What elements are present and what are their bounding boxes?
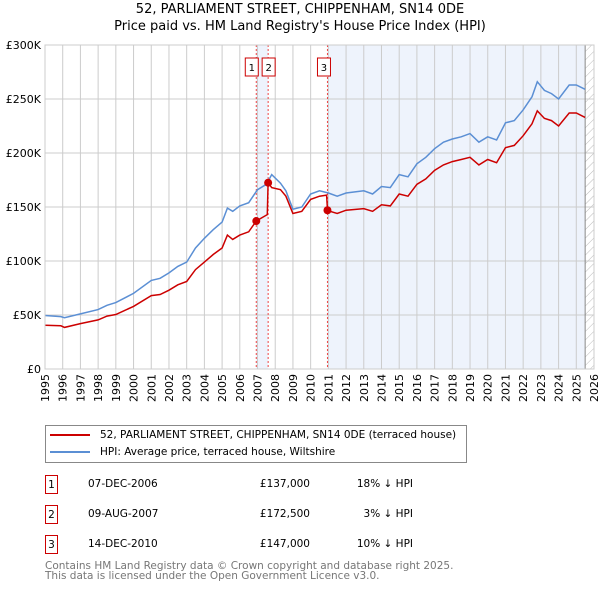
x-tick-label: 2015	[393, 374, 406, 402]
plot-border	[44, 44, 595, 370]
x-tick-label: 1996	[57, 374, 70, 402]
transaction-hpi-diff: 18% ↓ HPI	[356, 478, 413, 490]
x-tick-label: 2021	[499, 374, 512, 402]
legend-label: HPI: Average price, terraced house, Wilt…	[100, 446, 336, 458]
x-tick-label: 2026	[588, 374, 600, 402]
sale-badge-label: 2	[265, 63, 271, 74]
x-tick-label: 2008	[269, 374, 282, 402]
x-tick-label: 2004	[198, 374, 211, 402]
legend-item-hpi: HPI: Average price, terraced house, Wilt…	[50, 444, 335, 460]
sale-badge	[244, 57, 259, 77]
transaction-hpi-diff: 10% ↓ HPI	[356, 538, 413, 550]
footer-line-2: This data is licensed under the Open Gov…	[45, 570, 380, 582]
x-tick-label: 1998	[92, 374, 105, 402]
sale-badge-label: 1	[249, 63, 255, 74]
x-tick-label: 2024	[553, 374, 566, 402]
transaction-badge: 2	[45, 505, 58, 524]
x-tick-label: 1997	[74, 374, 87, 402]
transaction-date: 07-DEC-2006	[88, 478, 158, 490]
sale-badge	[316, 57, 331, 77]
x-tick-label: 2007	[252, 374, 265, 402]
transaction-price: £137,000	[259, 478, 310, 490]
price-chart: 1995 1996 1997 1998 1999 2000 2001 2002 2003 2004…	[6, 39, 600, 402]
transaction-price: £147,000	[259, 538, 310, 550]
transaction-badge: 1	[45, 475, 58, 494]
sale-point	[323, 206, 332, 215]
y-tick-label: £100K	[6, 255, 42, 268]
legend-line-red	[50, 434, 90, 436]
x-tick-label: 2016	[411, 374, 424, 402]
transaction-row: 2 09-AUG-2007 £172,500 3% ↓ HPI	[45, 505, 465, 525]
x-tick-label: 2013	[358, 374, 371, 402]
transaction-date: 09-AUG-2007	[88, 508, 159, 520]
chart-subtitle: Price paid vs. HM Land Registry's House …	[114, 19, 486, 34]
x-tick-label: 2023	[535, 374, 548, 402]
x-tick-label: 2020	[482, 374, 495, 402]
sale-badge-label: 3	[321, 63, 327, 74]
y-tick-label: £200K	[6, 147, 42, 160]
x-tick-label: 2000	[128, 374, 141, 402]
transaction-hpi-diff: 3% ↓ HPI	[363, 508, 413, 520]
x-tick-label: 2011	[322, 374, 335, 402]
y-tick-label: £300K	[6, 39, 42, 52]
legend-item-property: 52, PARLIAMENT STREET, CHIPPENHAM, SN14 …	[50, 427, 456, 443]
x-tick-label: 1999	[110, 374, 123, 402]
transaction-row: 1 07-DEC-2006 £137,000 18% ↓ HPI	[45, 475, 465, 495]
chart-title: 52, PARLIAMENT STREET, CHIPPENHAM, SN14 …	[135, 2, 465, 17]
x-tick-label: 2017	[429, 374, 442, 402]
legend-line-blue	[50, 451, 90, 453]
transaction-price: £172,500	[259, 508, 310, 520]
x-tick-label: 1995	[39, 374, 52, 402]
x-tick-label: 2009	[287, 374, 300, 402]
x-tick-label: 2019	[464, 374, 477, 402]
y-tick-label: £150K	[6, 201, 42, 214]
sale-point	[264, 178, 273, 187]
x-tick-label: 2014	[375, 374, 388, 402]
sale-point	[252, 217, 261, 226]
legend-label: 52, PARLIAMENT STREET, CHIPPENHAM, SN14 …	[100, 429, 457, 441]
y-tick-label: £50K	[13, 309, 42, 322]
x-tick-label: 2001	[145, 374, 158, 402]
x-tick-label: 2005	[216, 374, 229, 402]
footer-line-1: Contains HM Land Registry data © Crown c…	[45, 560, 454, 572]
transaction-row: 3 14-DEC-2010 £147,000 10% ↓ HPI	[45, 535, 465, 555]
hpi-series-line	[44, 80, 586, 319]
sale-badge	[261, 57, 276, 77]
x-tick-label: 2010	[305, 374, 318, 402]
transaction-badge: 3	[45, 535, 58, 554]
y-tick-label: £0	[27, 363, 41, 376]
transaction-date: 14-DEC-2010	[88, 538, 158, 550]
x-tick-label: 2002	[163, 374, 176, 402]
x-tick-label: 2025	[570, 374, 583, 402]
x-tick-label: 2022	[517, 374, 530, 402]
x-tick-label: 2003	[181, 374, 194, 402]
legend: 52, PARLIAMENT STREET, CHIPPENHAM, SN14 …	[45, 425, 467, 463]
x-tick-label: 2018	[446, 374, 459, 402]
y-tick-label: £250K	[6, 93, 42, 106]
x-tick-label: 2012	[340, 374, 353, 402]
x-tick-label: 2006	[234, 374, 247, 402]
property-series-line	[44, 109, 586, 329]
